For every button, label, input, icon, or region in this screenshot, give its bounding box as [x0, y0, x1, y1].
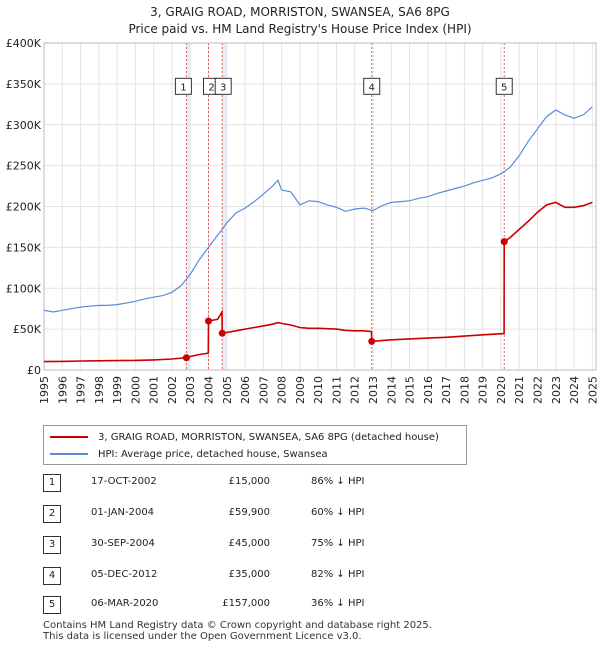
- x-tick-label: 2014: [385, 376, 398, 404]
- x-tick-label: 2000: [129, 376, 142, 404]
- x-tick-label: 2025: [586, 376, 599, 404]
- legend-label-property: 3, GRAIG ROAD, MORRISTON, SWANSEA, SA6 8…: [98, 431, 439, 443]
- transaction-price: £59,900: [228, 507, 270, 518]
- transaction-date: 17-OCT-2002: [91, 476, 157, 487]
- y-tick-label: £0: [27, 364, 41, 377]
- transaction-number: 2: [43, 505, 61, 523]
- sale-label: 3: [220, 82, 226, 93]
- sale-point: [368, 337, 376, 345]
- plot-area: 1 2 3 4 5£0£50K£100K£150K£200K£250K£300K£350…: [6, 37, 600, 404]
- price-chart: 3, GRAIG ROAD, MORRISTON, SWANSEA, SA6 8…: [6, 5, 600, 404]
- y-tick-label: £250K: [6, 160, 42, 173]
- sale-label: 1: [180, 82, 186, 93]
- x-tick-label: 1996: [56, 376, 69, 404]
- y-tick-label: £350K: [6, 78, 42, 91]
- x-tick-label: 2018: [458, 376, 471, 404]
- plot-frame: [43, 42, 597, 371]
- x-tick-label: 2011: [330, 376, 343, 404]
- y-tick-label: £100K: [6, 282, 42, 295]
- hpi-line: [43, 106, 593, 313]
- legend-item-hpi: HPI: Average price, detached house, Swan…: [50, 446, 328, 462]
- x-tick-label: 2008: [276, 376, 289, 404]
- x-tick-label: 2003: [184, 376, 197, 404]
- x-tick-label: 2002: [166, 376, 179, 404]
- transaction-number: 4: [43, 567, 61, 585]
- transaction-date: 05-DEC-2012: [91, 569, 158, 580]
- legend: 3, GRAIG ROAD, MORRISTON, SWANSEA, SA6 8…: [43, 425, 467, 465]
- footer: Contains HM Land Registry data © Crown c…: [43, 620, 432, 642]
- sale-label-box: [174, 77, 192, 95]
- x-tick-label: 2017: [440, 376, 453, 404]
- y-tick-label: £200K: [6, 201, 42, 214]
- x-tick-label: 2020: [495, 376, 508, 404]
- sale-label-box: [495, 77, 513, 95]
- sale-label-box: [214, 77, 232, 95]
- x-tick-label: 2016: [422, 376, 435, 404]
- x-tick-label: 2015: [404, 376, 417, 404]
- x-tick-label: 2023: [550, 376, 563, 404]
- sale-point: [205, 317, 213, 325]
- x-tick-label: 2009: [294, 376, 307, 404]
- footer-license: This data is licensed under the Open Gov…: [43, 631, 362, 642]
- transaction-price: £15,000: [228, 476, 270, 487]
- transaction-price: £35,000: [228, 569, 270, 580]
- y-tick-label: £400K: [6, 37, 42, 50]
- x-tick-label: 1999: [111, 376, 124, 404]
- transaction-number: 3: [43, 536, 61, 554]
- sale-point: [218, 329, 226, 337]
- footer-copyright: Contains HM Land Registry data © Crown c…: [43, 620, 432, 631]
- transaction-hpi: 82% ↓ HPI: [311, 569, 365, 580]
- x-tick-label: 2019: [477, 376, 490, 404]
- transaction-row: 4 05-DEC-2012 £35,000 82% ↓ HPI: [43, 567, 463, 585]
- transaction-number: 5: [43, 596, 61, 614]
- transaction-row: 5 06-MAR-2020 £157,000 36% ↓ HPI: [43, 596, 463, 614]
- transaction-row: 3 30-SEP-2004 £45,000 75% ↓ HPI: [43, 536, 463, 554]
- sale-label: 5: [501, 82, 507, 93]
- transaction-hpi: 86% ↓ HPI: [311, 476, 365, 487]
- transaction-price: £157,000: [222, 598, 270, 609]
- sale-label-box: [363, 77, 381, 95]
- chart-subtitle: Price paid vs. HM Land Registry's House …: [128, 22, 471, 36]
- sale-point: [182, 354, 190, 362]
- x-tick-label: 2004: [203, 376, 216, 404]
- sale-point: [500, 238, 508, 246]
- x-tick-label: 2024: [568, 376, 581, 404]
- transaction-price: £45,000: [228, 538, 270, 549]
- x-tick-label: 2005: [221, 376, 234, 404]
- x-tick-label: 1998: [93, 376, 106, 404]
- legend-label-hpi: HPI: Average price, detached house, Swan…: [98, 448, 328, 460]
- legend-item-property: 3, GRAIG ROAD, MORRISTON, SWANSEA, SA6 8…: [50, 429, 439, 445]
- x-tick-label: 2021: [513, 376, 526, 404]
- transaction-date: 30-SEP-2004: [91, 538, 155, 549]
- transaction-hpi: 36% ↓ HPI: [311, 598, 365, 609]
- x-tick-label: 2022: [532, 376, 545, 404]
- y-tick-label: £300K: [6, 119, 42, 132]
- x-tick-label: 2013: [367, 376, 380, 404]
- transaction-number: 1: [43, 474, 61, 492]
- x-tick-label: 1997: [75, 376, 88, 404]
- sale-label: 4: [369, 82, 375, 93]
- transaction-row: 1 17-OCT-2002 £15,000 86% ↓ HPI: [43, 474, 463, 492]
- transaction-date: 01-JAN-2004: [91, 507, 155, 518]
- x-tick-label: 2010: [312, 376, 325, 404]
- sale-label: 2: [208, 82, 214, 93]
- x-tick-label: 2006: [239, 376, 252, 404]
- y-tick-label: £150K: [6, 241, 42, 254]
- x-tick-label: 2001: [148, 376, 161, 404]
- transaction-date: 06-MAR-2020: [91, 598, 159, 609]
- chart-title: 3, GRAIG ROAD, MORRISTON, SWANSEA, SA6 8…: [150, 5, 450, 19]
- legend-swatch-hpi: [50, 453, 88, 455]
- x-tick-label: 1995: [38, 376, 51, 404]
- transaction-row: 2 01-JAN-2004 £59,900 60% ↓ HPI: [43, 505, 463, 523]
- transaction-hpi: 75% ↓ HPI: [311, 538, 365, 549]
- x-tick-label: 2012: [349, 376, 362, 404]
- transaction-hpi: 60% ↓ HPI: [311, 507, 365, 518]
- legend-swatch-property: [50, 436, 88, 438]
- x-tick-label: 2007: [257, 376, 270, 404]
- y-tick-label: £50K: [13, 323, 42, 336]
